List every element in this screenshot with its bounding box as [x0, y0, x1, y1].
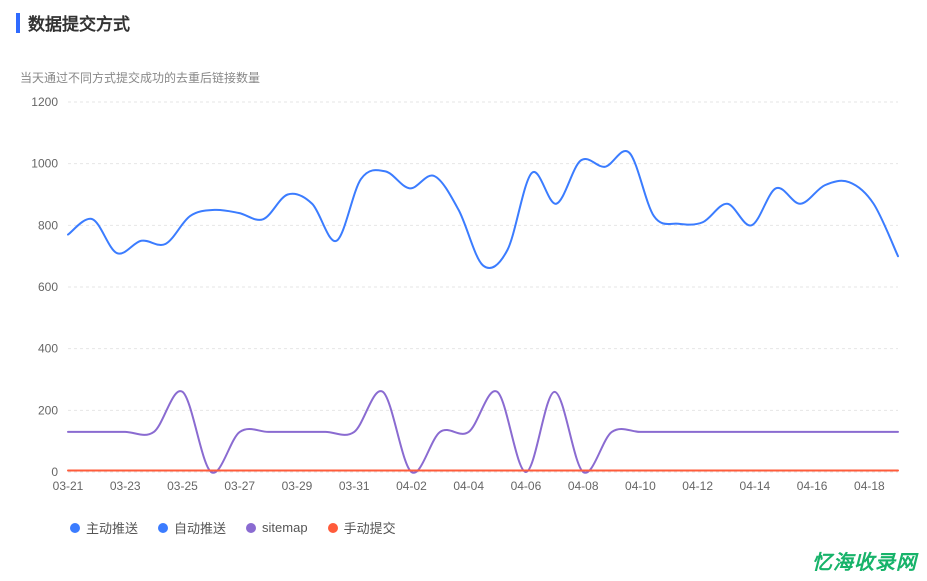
chart-container: 0 200 400 600 800 1000 1200 03-21 03-23 03-25 03-2… [12, 92, 910, 512]
chart-legend: 主动推送 自动推送 sitemap 手动提交 [0, 512, 927, 537]
x-axis-tick-label: 04-10 [625, 479, 656, 493]
legend-dot-icon [328, 523, 338, 533]
y-axis-tick-label: 600 [38, 280, 58, 294]
x-axis-tick-label: 03-21 [53, 479, 84, 493]
x-axis-tick-label: 04-12 [682, 479, 713, 493]
legend-item[interactable]: 主动推送 [70, 518, 138, 537]
y-axis-tick-label: 1200 [31, 95, 58, 109]
legend-item[interactable]: 自动推送 [158, 518, 226, 537]
x-axis-tick-label: 04-08 [568, 479, 599, 493]
series-line[interactable] [68, 151, 898, 268]
legend-dot-icon [70, 523, 80, 533]
title-accent-bar [16, 13, 20, 33]
legend-dot-icon [246, 523, 256, 533]
legend-dot-icon [158, 523, 168, 533]
x-axis-tick-label: 04-16 [797, 479, 828, 493]
x-axis-tick-label: 04-04 [453, 479, 484, 493]
y-axis-tick-label: 800 [38, 218, 58, 232]
legend-label: 手动提交 [344, 518, 396, 537]
line-chart[interactable]: 0 200 400 600 800 1000 1200 03-21 03-23 03-25 03-2… [12, 92, 910, 512]
x-axis-tick-label: 03-25 [167, 479, 198, 493]
x-axis-tick-label: 04-02 [396, 479, 427, 493]
x-axis-tick-label: 03-27 [224, 479, 255, 493]
series-line[interactable] [68, 391, 898, 473]
legend-item[interactable]: 手动提交 [328, 518, 396, 537]
subtitle-text: 当天通过不同方式提交成功的去重后链接数量 [0, 41, 927, 92]
x-axis-tick-label: 03-31 [339, 479, 370, 493]
legend-label: 主动推送 [86, 518, 138, 537]
legend-label: sitemap [262, 520, 308, 535]
section-header: 数据提交方式 [0, 0, 927, 41]
x-axis-tick-label: 04-14 [740, 479, 771, 493]
x-axis-tick-label: 03-23 [110, 479, 141, 493]
y-axis-tick-label: 200 [38, 403, 58, 417]
legend-item[interactable]: sitemap [246, 520, 308, 535]
y-axis-tick-label: 400 [38, 342, 58, 356]
y-axis-tick-label: 0 [51, 465, 58, 479]
y-axis-tick-label: 1000 [31, 157, 58, 171]
x-axis-tick-label: 03-29 [282, 479, 313, 493]
watermark: 忆海收录网 [812, 546, 917, 575]
x-axis-tick-label: 04-18 [854, 479, 885, 493]
page-title: 数据提交方式 [28, 10, 130, 35]
x-axis-tick-label: 04-06 [511, 479, 542, 493]
legend-label: 自动推送 [174, 518, 226, 537]
